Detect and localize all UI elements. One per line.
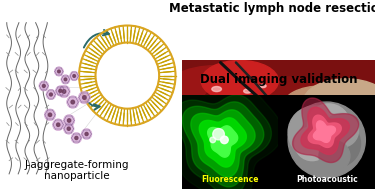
Circle shape xyxy=(300,134,338,172)
Circle shape xyxy=(324,113,358,147)
Circle shape xyxy=(44,109,56,121)
Circle shape xyxy=(59,89,62,92)
Polygon shape xyxy=(308,115,341,147)
Circle shape xyxy=(230,117,308,157)
Circle shape xyxy=(75,136,78,139)
Circle shape xyxy=(212,87,222,92)
Circle shape xyxy=(61,75,70,84)
Circle shape xyxy=(67,96,79,108)
Circle shape xyxy=(182,104,267,149)
Text: Photoacoustic: Photoacoustic xyxy=(296,175,358,184)
Circle shape xyxy=(48,113,52,116)
Circle shape xyxy=(303,79,375,124)
Circle shape xyxy=(96,43,158,108)
Circle shape xyxy=(242,77,334,126)
Bar xyxy=(182,150,375,163)
Circle shape xyxy=(244,89,251,93)
Circle shape xyxy=(263,114,333,150)
Polygon shape xyxy=(183,102,264,187)
Polygon shape xyxy=(199,118,246,167)
Circle shape xyxy=(308,104,350,146)
Circle shape xyxy=(71,100,75,104)
Circle shape xyxy=(159,66,274,127)
Circle shape xyxy=(56,86,65,96)
Text: Dual imaging validation: Dual imaging validation xyxy=(200,73,357,86)
Circle shape xyxy=(288,102,365,178)
Circle shape xyxy=(210,137,216,143)
Circle shape xyxy=(319,141,350,171)
Text: J-aggregate-forming
nanoparticle: J-aggregate-forming nanoparticle xyxy=(24,160,129,181)
Circle shape xyxy=(63,115,75,126)
Circle shape xyxy=(58,70,60,73)
Circle shape xyxy=(278,135,282,137)
Circle shape xyxy=(62,90,66,93)
Circle shape xyxy=(295,127,330,161)
Circle shape xyxy=(288,106,342,159)
Circle shape xyxy=(81,129,92,139)
Circle shape xyxy=(274,122,283,126)
Circle shape xyxy=(276,134,288,140)
Circle shape xyxy=(67,127,70,130)
Circle shape xyxy=(70,71,79,81)
Polygon shape xyxy=(175,95,272,189)
Circle shape xyxy=(202,105,208,108)
Circle shape xyxy=(176,129,246,166)
Circle shape xyxy=(46,89,56,100)
Circle shape xyxy=(53,119,64,131)
Circle shape xyxy=(258,139,268,145)
Polygon shape xyxy=(301,107,350,154)
Circle shape xyxy=(85,132,88,136)
Circle shape xyxy=(260,84,266,88)
Text: Metastatic lymph node resection: Metastatic lymph node resection xyxy=(170,2,375,15)
Circle shape xyxy=(265,126,280,134)
Circle shape xyxy=(68,119,71,122)
Circle shape xyxy=(54,67,63,76)
Circle shape xyxy=(57,123,60,126)
Circle shape xyxy=(64,78,67,81)
Circle shape xyxy=(73,75,75,77)
Polygon shape xyxy=(165,85,282,189)
Circle shape xyxy=(201,78,309,135)
Circle shape xyxy=(78,91,90,104)
Circle shape xyxy=(312,120,360,167)
Text: Fluorescence: Fluorescence xyxy=(201,175,259,184)
Circle shape xyxy=(71,132,82,143)
Circle shape xyxy=(226,99,234,103)
Polygon shape xyxy=(191,110,255,177)
Circle shape xyxy=(63,123,74,134)
Circle shape xyxy=(220,136,228,144)
Circle shape xyxy=(39,81,49,91)
Polygon shape xyxy=(208,126,238,157)
Circle shape xyxy=(282,86,360,127)
Circle shape xyxy=(50,93,52,96)
Circle shape xyxy=(213,129,224,140)
Polygon shape xyxy=(292,98,358,163)
Circle shape xyxy=(268,128,273,130)
Circle shape xyxy=(42,84,45,87)
Circle shape xyxy=(321,114,375,150)
Circle shape xyxy=(201,60,278,101)
Circle shape xyxy=(58,85,70,98)
Circle shape xyxy=(260,140,263,142)
Polygon shape xyxy=(314,121,336,142)
Circle shape xyxy=(82,96,86,99)
